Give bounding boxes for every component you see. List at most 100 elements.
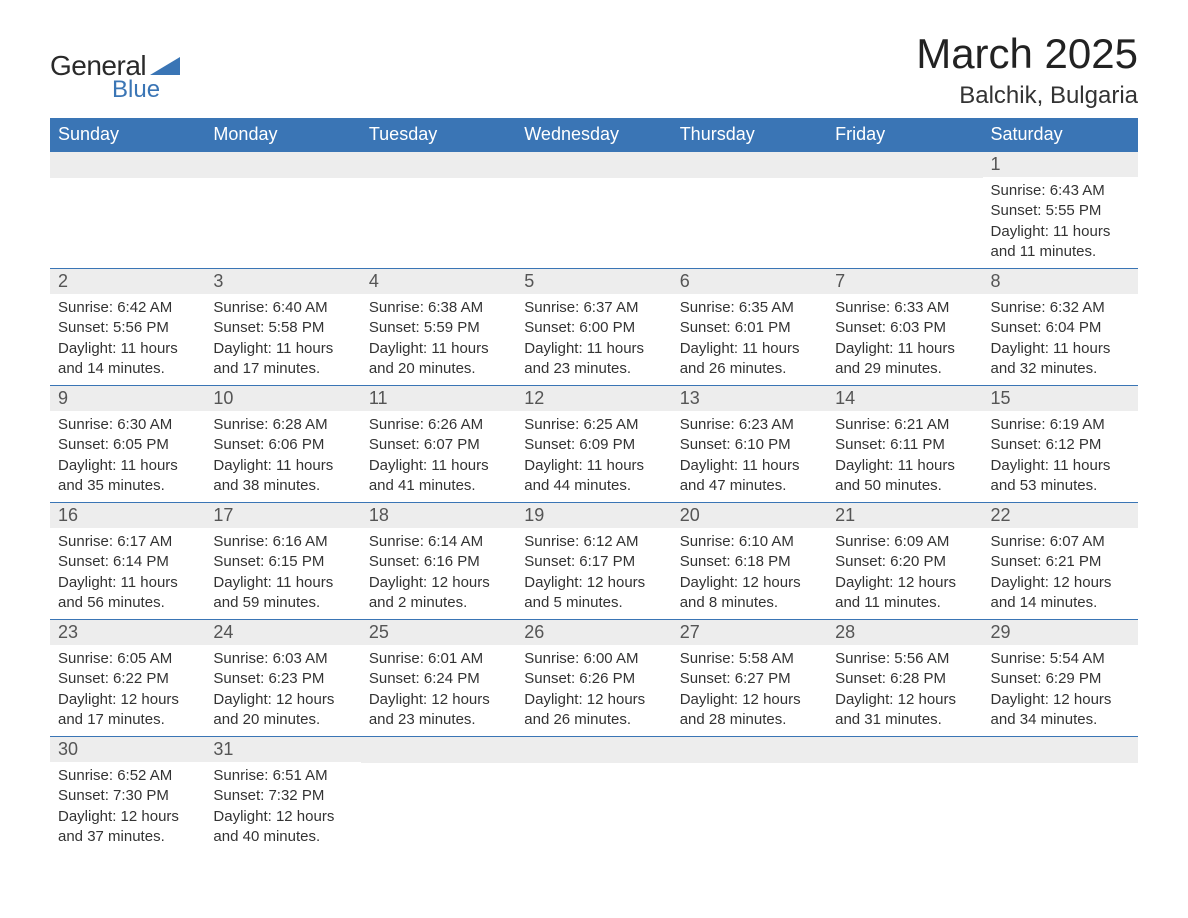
day-number: 14 [827, 386, 982, 411]
day-cell: 24Sunrise: 6:03 AMSunset: 6:23 PMDayligh… [205, 619, 360, 736]
daylight-text-line1: Daylight: 11 hours [835, 456, 974, 476]
day-header-monday: Monday [205, 118, 360, 151]
day-cell: 8Sunrise: 6:32 AMSunset: 6:04 PMDaylight… [983, 268, 1138, 385]
day-cell: 28Sunrise: 5:56 AMSunset: 6:28 PMDayligh… [827, 619, 982, 736]
day-number: 15 [983, 386, 1138, 411]
daylight-text-line2: and 11 minutes. [835, 593, 974, 613]
day-cell: 19Sunrise: 6:12 AMSunset: 6:17 PMDayligh… [516, 502, 671, 619]
daylight-text-line1: Daylight: 11 hours [213, 339, 352, 359]
empty-daynum-stripe [516, 152, 671, 178]
sunset-text: Sunset: 7:32 PM [213, 786, 352, 806]
sunrise-text: Sunrise: 6:05 AM [58, 649, 197, 669]
day-body: Sunrise: 5:56 AMSunset: 6:28 PMDaylight:… [827, 645, 982, 736]
day-body: Sunrise: 6:51 AMSunset: 7:32 PMDaylight:… [205, 762, 360, 853]
sunset-text: Sunset: 6:12 PM [991, 435, 1130, 455]
calendar-cell: 13Sunrise: 6:23 AMSunset: 6:10 PMDayligh… [672, 385, 827, 502]
daylight-text-line2: and 11 minutes. [991, 242, 1130, 262]
empty-body [50, 178, 205, 252]
location-label: Balchik, Bulgaria [916, 82, 1138, 110]
day-number: 7 [827, 269, 982, 294]
empty-daynum-stripe [827, 737, 982, 763]
sunset-text: Sunset: 5:55 PM [991, 201, 1130, 221]
day-body: Sunrise: 6:12 AMSunset: 6:17 PMDaylight:… [516, 528, 671, 619]
day-body: Sunrise: 6:19 AMSunset: 6:12 PMDaylight:… [983, 411, 1138, 502]
day-body: Sunrise: 6:10 AMSunset: 6:18 PMDaylight:… [672, 528, 827, 619]
day-body: Sunrise: 6:37 AMSunset: 6:00 PMDaylight:… [516, 294, 671, 385]
sunset-text: Sunset: 6:10 PM [680, 435, 819, 455]
daylight-text-line2: and 31 minutes. [835, 710, 974, 730]
sunset-text: Sunset: 6:21 PM [991, 552, 1130, 572]
daylight-text-line2: and 34 minutes. [991, 710, 1130, 730]
daylight-text-line1: Daylight: 12 hours [835, 690, 974, 710]
day-number: 10 [205, 386, 360, 411]
sunset-text: Sunset: 7:30 PM [58, 786, 197, 806]
daylight-text-line2: and 17 minutes. [213, 359, 352, 379]
day-body: Sunrise: 5:58 AMSunset: 6:27 PMDaylight:… [672, 645, 827, 736]
empty-day-cell [827, 736, 982, 836]
sunset-text: Sunset: 6:16 PM [369, 552, 508, 572]
day-number: 6 [672, 269, 827, 294]
day-body: Sunrise: 6:03 AMSunset: 6:23 PMDaylight:… [205, 645, 360, 736]
sunrise-text: Sunrise: 6:09 AM [835, 532, 974, 552]
calendar-cell: 1Sunrise: 6:43 AMSunset: 5:55 PMDaylight… [983, 151, 1138, 268]
sunset-text: Sunset: 6:00 PM [524, 318, 663, 338]
calendar-cell: 19Sunrise: 6:12 AMSunset: 6:17 PMDayligh… [516, 502, 671, 619]
day-cell: 3Sunrise: 6:40 AMSunset: 5:58 PMDaylight… [205, 268, 360, 385]
daylight-text-line2: and 29 minutes. [835, 359, 974, 379]
daylight-text-line2: and 14 minutes. [991, 593, 1130, 613]
empty-daynum-stripe [983, 737, 1138, 763]
daylight-text-line1: Daylight: 11 hours [991, 339, 1130, 359]
day-header-sunday: Sunday [50, 118, 205, 151]
sunrise-text: Sunrise: 6:38 AM [369, 298, 508, 318]
calendar-week-row: 2Sunrise: 6:42 AMSunset: 5:56 PMDaylight… [50, 268, 1138, 385]
sunrise-text: Sunrise: 6:32 AM [991, 298, 1130, 318]
month-title: March 2025 [916, 30, 1138, 78]
daylight-text-line1: Daylight: 12 hours [991, 690, 1130, 710]
day-body: Sunrise: 6:00 AMSunset: 6:26 PMDaylight:… [516, 645, 671, 736]
sunrise-text: Sunrise: 6:23 AM [680, 415, 819, 435]
daylight-text-line2: and 20 minutes. [213, 710, 352, 730]
sunrise-text: Sunrise: 6:17 AM [58, 532, 197, 552]
daylight-text-line1: Daylight: 12 hours [835, 573, 974, 593]
sunset-text: Sunset: 6:17 PM [524, 552, 663, 572]
daylight-text-line2: and 56 minutes. [58, 593, 197, 613]
day-cell: 25Sunrise: 6:01 AMSunset: 6:24 PMDayligh… [361, 619, 516, 736]
day-body: Sunrise: 6:52 AMSunset: 7:30 PMDaylight:… [50, 762, 205, 853]
daylight-text-line2: and 5 minutes. [524, 593, 663, 613]
calendar-week-row: 1Sunrise: 6:43 AMSunset: 5:55 PMDaylight… [50, 151, 1138, 268]
day-cell: 27Sunrise: 5:58 AMSunset: 6:27 PMDayligh… [672, 619, 827, 736]
day-cell: 4Sunrise: 6:38 AMSunset: 5:59 PMDaylight… [361, 268, 516, 385]
calendar-week-row: 30Sunrise: 6:52 AMSunset: 7:30 PMDayligh… [50, 736, 1138, 853]
sunset-text: Sunset: 6:24 PM [369, 669, 508, 689]
daylight-text-line2: and 14 minutes. [58, 359, 197, 379]
daylight-text-line1: Daylight: 12 hours [680, 690, 819, 710]
sunset-text: Sunset: 6:01 PM [680, 318, 819, 338]
day-body: Sunrise: 6:32 AMSunset: 6:04 PMDaylight:… [983, 294, 1138, 385]
day-number: 9 [50, 386, 205, 411]
day-number: 19 [516, 503, 671, 528]
day-number: 4 [361, 269, 516, 294]
sunset-text: Sunset: 6:11 PM [835, 435, 974, 455]
daylight-text-line1: Daylight: 11 hours [680, 339, 819, 359]
daylight-text-line2: and 37 minutes. [58, 827, 197, 847]
sunrise-text: Sunrise: 6:37 AM [524, 298, 663, 318]
calendar-cell [516, 736, 671, 853]
calendar-cell: 26Sunrise: 6:00 AMSunset: 6:26 PMDayligh… [516, 619, 671, 736]
empty-body [361, 178, 516, 252]
sunrise-text: Sunrise: 6:00 AM [524, 649, 663, 669]
day-number: 12 [516, 386, 671, 411]
day-cell: 29Sunrise: 5:54 AMSunset: 6:29 PMDayligh… [983, 619, 1138, 736]
daylight-text-line1: Daylight: 11 hours [524, 456, 663, 476]
daylight-text-line1: Daylight: 12 hours [991, 573, 1130, 593]
calendar-cell: 11Sunrise: 6:26 AMSunset: 6:07 PMDayligh… [361, 385, 516, 502]
day-number: 25 [361, 620, 516, 645]
brand-word-blue: Blue [112, 76, 160, 104]
day-body: Sunrise: 6:05 AMSunset: 6:22 PMDaylight:… [50, 645, 205, 736]
day-number: 2 [50, 269, 205, 294]
day-body: Sunrise: 6:33 AMSunset: 6:03 PMDaylight:… [827, 294, 982, 385]
day-body: Sunrise: 6:17 AMSunset: 6:14 PMDaylight:… [50, 528, 205, 619]
calendar-cell: 31Sunrise: 6:51 AMSunset: 7:32 PMDayligh… [205, 736, 360, 853]
day-number: 20 [672, 503, 827, 528]
calendar-cell: 24Sunrise: 6:03 AMSunset: 6:23 PMDayligh… [205, 619, 360, 736]
daylight-text-line2: and 23 minutes. [524, 359, 663, 379]
